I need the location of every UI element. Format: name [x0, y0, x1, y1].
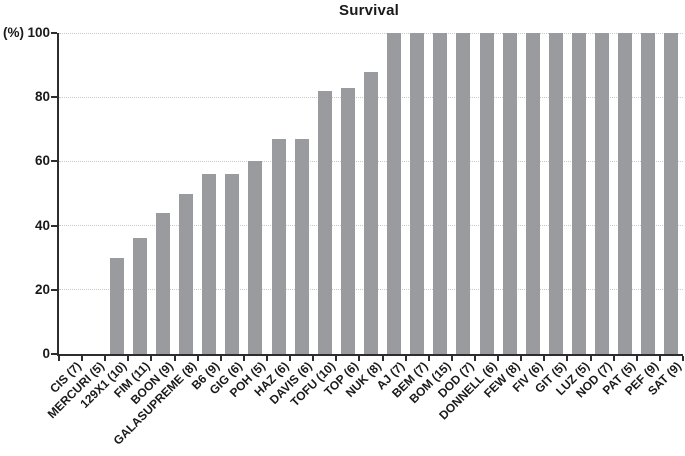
y-tick-80	[51, 96, 57, 99]
y-tick-label-0: 0	[42, 346, 50, 361]
bar-BOON (9)	[156, 212, 170, 354]
y-tick-label-80: 80	[34, 89, 50, 105]
bar-GALASUPREME (8)	[179, 193, 194, 354]
bar-POH (5)	[248, 161, 263, 354]
x-tick-6	[196, 356, 199, 361]
bar-SAT (9)	[664, 33, 679, 354]
bar-TOFU (10)	[317, 90, 332, 354]
bar-LUZ (5)	[572, 33, 586, 354]
bar-GIG (6)	[225, 174, 240, 354]
bar-129X1 (10)	[109, 257, 124, 354]
bar-PAT (5)	[618, 33, 633, 354]
bar-FIV (6)	[525, 33, 540, 354]
y-tick-label-20: 20	[34, 281, 50, 297]
x-tick-0	[58, 356, 60, 361]
x-tick-1	[81, 356, 84, 361]
x-tick-4	[150, 356, 153, 361]
x-tick-24	[612, 356, 615, 361]
x-tick-2	[104, 356, 107, 361]
x-tick-25	[635, 356, 638, 361]
x-tick-17	[450, 356, 453, 361]
x-tick-7	[219, 356, 222, 361]
x-tick-9	[266, 356, 268, 361]
gridline-100	[59, 32, 683, 34]
x-tick-26	[658, 356, 661, 361]
bar-DOD (7)	[456, 33, 471, 354]
x-tick-12	[335, 356, 338, 361]
x-tick-20	[520, 356, 523, 361]
x-tick-10	[289, 356, 292, 361]
y-axis-unit-label: (%)	[3, 25, 24, 40]
x-tick-18	[474, 356, 476, 361]
bar-PEF (9)	[641, 33, 656, 354]
bar-FIM (11)	[132, 238, 147, 354]
x-tick-11	[312, 356, 315, 361]
bar-NUK (8)	[364, 71, 378, 354]
y-tick-0	[51, 353, 57, 355]
bar-BEM (7)	[410, 33, 425, 354]
y-tick-label-60: 60	[34, 153, 50, 169]
chart-title: Survival	[339, 2, 399, 19]
x-tick-15	[404, 356, 407, 361]
y-tick-20	[51, 288, 57, 291]
bar-BOM (15)	[433, 33, 448, 354]
x-tick-22	[566, 356, 569, 361]
bar-TOP (6)	[340, 87, 355, 354]
bar-GIT (5)	[548, 33, 563, 354]
y-tick-label-100: 100	[27, 25, 50, 40]
bar-B6 (9)	[202, 174, 217, 354]
y-tick-100	[51, 32, 57, 34]
y-tick-40	[51, 224, 57, 227]
plot-area	[51, 32, 684, 361]
x-tick-14	[381, 356, 384, 361]
x-tick-27	[682, 356, 684, 361]
bar-AJ (7)	[387, 33, 402, 354]
x-tick-16	[427, 356, 430, 361]
bar-DAVIS (6)	[294, 138, 309, 354]
x-tick-21	[543, 356, 546, 361]
bar-FEW (8)	[502, 33, 517, 354]
bar-HAZ (6)	[271, 138, 286, 354]
y-tick-60	[51, 160, 57, 163]
y-tick-label-40: 40	[34, 217, 50, 233]
x-tick-5	[173, 356, 176, 361]
x-tick-13	[358, 356, 361, 361]
x-tick-19	[497, 356, 500, 361]
bar-DONNELL (6)	[479, 33, 494, 354]
x-tick-23	[589, 356, 592, 361]
x-tick-8	[242, 356, 245, 361]
x-tick-3	[127, 356, 130, 361]
bar-NOD (7)	[595, 33, 610, 354]
